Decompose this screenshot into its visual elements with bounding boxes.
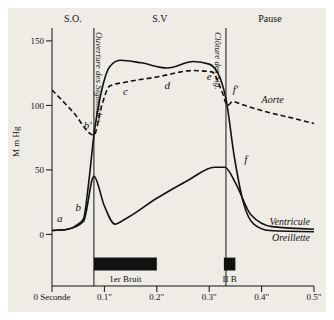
svg-text:f: f [244,153,249,165]
svg-text:0.5": 0.5" [307,292,322,302]
svg-text:a: a [57,212,63,224]
svg-text:0 Seconde: 0 Seconde [33,292,70,302]
svg-text:f': f' [233,83,239,95]
svg-text:0.2": 0.2" [149,292,164,302]
svg-text:e: e [207,70,212,82]
svg-text:0.3": 0.3" [202,292,217,302]
svg-text:150: 150 [31,36,45,46]
svg-text:Clôture des Sig.: Clôture des Sig. [213,32,223,90]
svg-text:b: b [75,201,81,213]
svg-text:1er Bruit: 1er Bruit [109,274,142,284]
svg-text:50: 50 [35,165,45,175]
svg-text:Pause: Pause [258,13,282,24]
svg-text:Oreillette: Oreillette [272,232,311,243]
svg-text:Ventricule: Ventricule [269,216,310,227]
svg-text:b': b' [84,119,93,131]
svg-text:0.4": 0.4" [254,292,269,302]
svg-text:Ouverture des Sigmoïdes: Ouverture des Sigmoïdes [94,32,104,123]
svg-text:II B: II B [223,274,237,284]
svg-text:M m Hg: M m Hg [11,126,21,157]
svg-text:c: c [123,85,128,97]
svg-text:Aorte: Aorte [261,94,285,105]
svg-text:S.O.: S.O. [64,13,82,24]
svg-text:100: 100 [31,101,45,111]
svg-text:0: 0 [40,230,45,240]
svg-text:d: d [165,79,171,91]
svg-text:0.1": 0.1" [97,292,112,302]
svg-text:S.V: S.V [152,13,168,24]
